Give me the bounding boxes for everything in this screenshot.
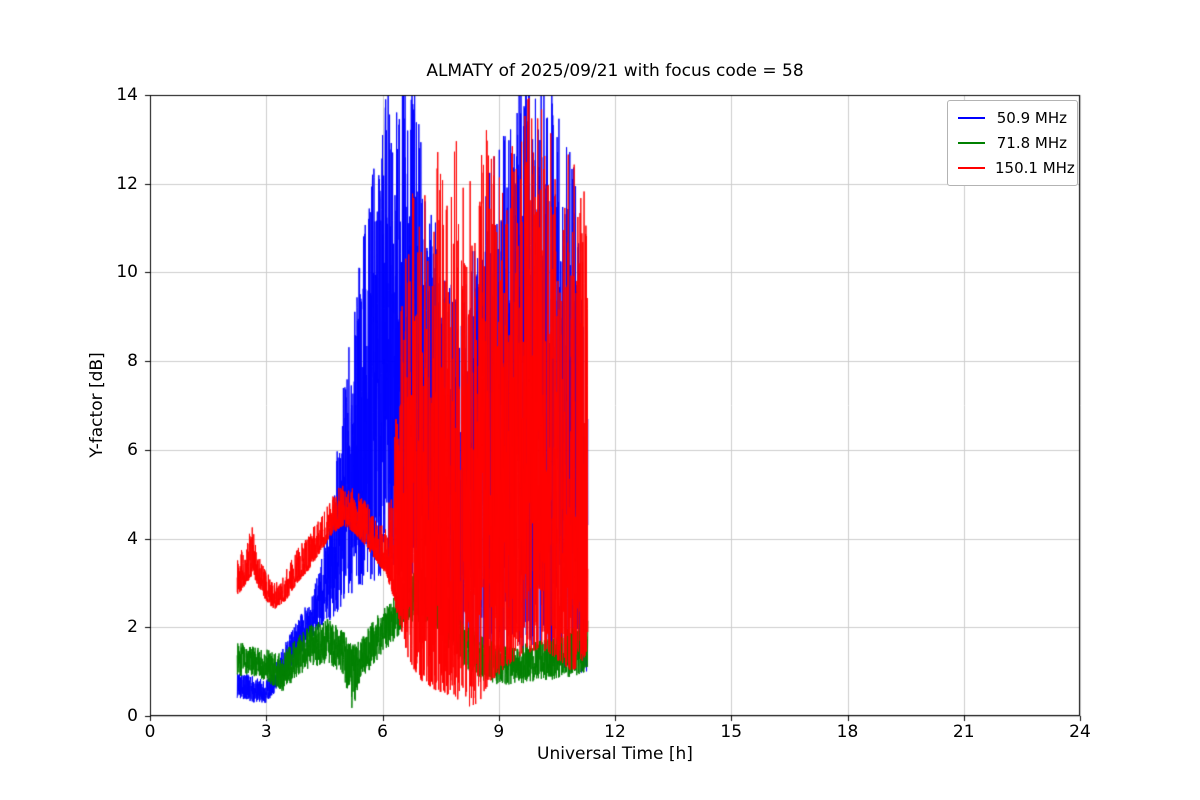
x-tick-label: 0	[144, 722, 156, 742]
x-tick-label: 18	[836, 722, 859, 742]
legend-line-swatch	[958, 167, 985, 169]
y-tick-label: 10	[116, 262, 138, 283]
y-tick-label: 6	[127, 439, 138, 460]
x-axis-label: Universal Time [h]	[537, 744, 693, 764]
legend-label: 71.8 MHz	[996, 134, 1067, 152]
legend-label: 150.1 MHz	[995, 159, 1075, 177]
x-tick-label: 3	[260, 722, 272, 742]
chart-title: ALMATY of 2025/09/21 with focus code = 5…	[426, 61, 804, 81]
legend-line-swatch	[958, 117, 985, 119]
x-tick-label: 9	[493, 722, 505, 742]
x-tick-label: 6	[377, 722, 388, 742]
x-tick-label: 15	[720, 722, 743, 742]
legend-entry: 150.1 MHz	[958, 159, 1075, 177]
y-tick-label: 2	[127, 617, 138, 638]
x-tick-label: 12	[604, 722, 626, 742]
y-tick-label: 12	[116, 173, 138, 194]
y-tick-label: 4	[127, 528, 138, 549]
y-tick-label: 14	[116, 85, 138, 105]
legend-entry: 71.8 MHz	[958, 134, 1067, 152]
legend: 50.9 MHz 71.8 MHz 150.1 MHz	[947, 100, 1078, 186]
x-tick-label: 24	[1069, 722, 1091, 742]
legend-label: 50.9 MHz	[996, 109, 1067, 127]
y-tick-label: 8	[127, 351, 138, 372]
y-tick-label: 0	[127, 706, 138, 726]
legend-entry: 50.9 MHz	[958, 109, 1067, 127]
x-tick-label: 21	[952, 722, 975, 742]
legend-line-swatch	[958, 142, 985, 144]
